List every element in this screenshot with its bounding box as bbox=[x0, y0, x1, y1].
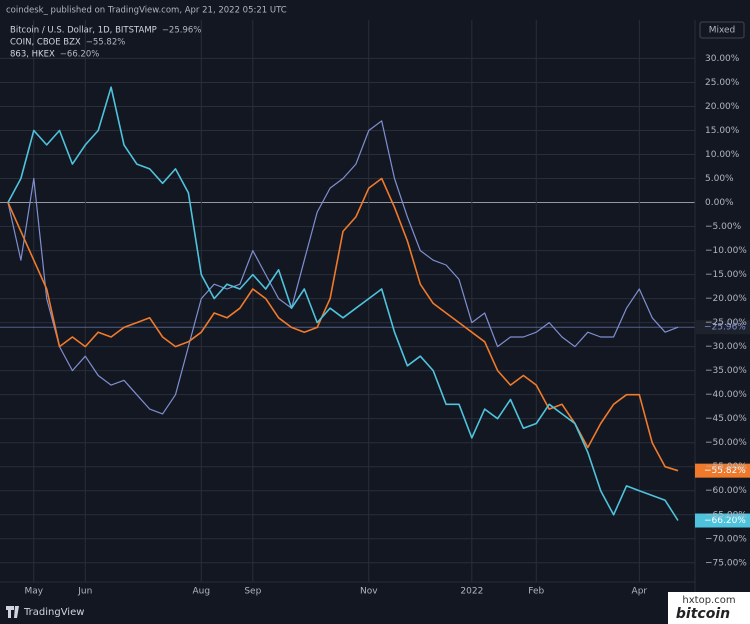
price-badge-label: −66.20% bbox=[704, 516, 746, 526]
x-tick-label: Nov bbox=[360, 587, 378, 597]
watermark-site: hxtop.com bbox=[682, 595, 735, 606]
y-tick-label: −55.00% bbox=[705, 462, 747, 472]
legend-label: 863, HKEX bbox=[10, 50, 55, 60]
footer-logo bbox=[6, 606, 19, 618]
footer-brand: TradingView bbox=[23, 607, 84, 618]
y-tick-label: −35.00% bbox=[705, 366, 747, 376]
price-badge bbox=[695, 513, 750, 528]
y-tick-label: 25.00% bbox=[705, 78, 740, 88]
x-tick-label: Jun bbox=[77, 587, 92, 597]
y-tick-label: −75.00% bbox=[705, 558, 747, 568]
x-tick-label: Sep bbox=[244, 587, 261, 597]
y-tick-label: −5.00% bbox=[705, 222, 742, 232]
x-tick-label: 2022 bbox=[460, 587, 483, 597]
price-badge bbox=[695, 463, 750, 478]
legend-value: −25.96% bbox=[162, 26, 202, 36]
price-badge-label: −25.96% bbox=[704, 323, 746, 333]
watermark-box bbox=[668, 592, 750, 624]
legend-value: −55.82% bbox=[86, 38, 126, 48]
scale-mode-button[interactable] bbox=[699, 21, 745, 39]
chart-title: coindesk_ published on TradingView.com, … bbox=[6, 6, 287, 16]
legend-label: Bitcoin / U.S. Dollar, 1D, BITSTAMP bbox=[10, 26, 157, 36]
y-tick-label: 15.00% bbox=[705, 126, 740, 136]
price-badge-label: −55.82% bbox=[704, 466, 746, 476]
x-tick-label: Apr bbox=[632, 587, 648, 597]
legend: Bitcoin / U.S. Dollar, 1D, BITSTAMP −25.9… bbox=[10, 26, 201, 60]
y-tick-label: −25.00% bbox=[705, 318, 747, 328]
y-tick-label: −15.00% bbox=[705, 270, 747, 280]
series-line bbox=[7, 86, 679, 521]
y-tick-label: −10.00% bbox=[705, 246, 747, 256]
y-tick-label: −65.00% bbox=[705, 510, 747, 520]
scale-mode-label[interactable]: Mixed bbox=[709, 26, 736, 36]
y-tick-label: −40.00% bbox=[705, 390, 747, 400]
y-tick-label: −30.00% bbox=[705, 342, 747, 352]
price-badges: −25.96% −55.82% −66.20% bbox=[695, 320, 750, 528]
y-tick-label: −45.00% bbox=[705, 414, 747, 424]
legend-value: −66.20% bbox=[60, 50, 100, 60]
y-tick-label: −60.00% bbox=[705, 486, 747, 496]
x-tick-label: May bbox=[24, 587, 43, 597]
watermark-brand: bitcoin bbox=[676, 606, 730, 622]
y-tick-label: 30.00% bbox=[705, 54, 740, 64]
price-badge bbox=[695, 320, 750, 335]
y-tick-label: 20.00% bbox=[705, 102, 740, 112]
y-tick-label: 5.00% bbox=[705, 174, 734, 184]
x-tick-label: Aug bbox=[192, 587, 210, 597]
series-line bbox=[7, 177, 679, 472]
y-tick-label: 10.00% bbox=[705, 150, 740, 160]
legend-label: COIN, CBOE BZX bbox=[10, 38, 81, 48]
lines bbox=[7, 86, 679, 521]
y-tick-label: −50.00% bbox=[705, 438, 747, 448]
x-tick-label: Feb bbox=[528, 587, 544, 597]
y-tick-label: −20.00% bbox=[705, 294, 747, 304]
series-line bbox=[7, 120, 679, 415]
y-tick-label: −70.00% bbox=[705, 534, 747, 544]
y-tick-label: 0.00% bbox=[705, 198, 734, 208]
